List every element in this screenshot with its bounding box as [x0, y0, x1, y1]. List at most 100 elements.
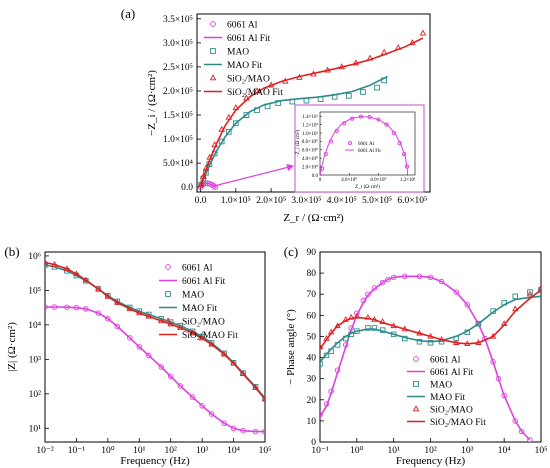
legend-label: MAO	[430, 381, 452, 391]
series-6061-al	[320, 273, 533, 442]
data-point	[232, 120, 239, 127]
series-line	[199, 37, 424, 188]
legend-label: MAO	[227, 48, 249, 58]
data-point	[537, 284, 541, 291]
y-tick-label: 10¹	[29, 424, 42, 434]
inset-legend-label: 6061 Al	[358, 142, 375, 147]
y-tick-label: 2.5×10⁵	[163, 63, 193, 73]
data-point	[360, 89, 366, 95]
legend: 6061 Al 6061 Al Fit MAO MAO Fit SiO₂/MAO SiO₂…	[407, 356, 486, 428]
legend-swatch	[165, 264, 171, 270]
panel-label: (b)	[4, 244, 19, 259]
y-tick-label: 10³	[29, 355, 42, 365]
inset-y-tick-label: 1.2×10¹	[302, 122, 318, 128]
legend-label: 6061 Al Fit	[430, 368, 474, 378]
x-tick-label: 10¹	[387, 446, 400, 456]
x-tick-label: 6.0×10⁵	[397, 196, 427, 206]
legend-label: SiO₂/MAO	[430, 406, 473, 416]
series-line	[320, 275, 531, 441]
x-tick-label: 10²	[165, 446, 178, 456]
inset-series	[319, 116, 409, 176]
series-line	[320, 295, 541, 363]
inset-legend-label: 6061 Al Fit	[358, 149, 381, 154]
x-tick-label: 10⁰	[101, 445, 115, 456]
x-tick-label: 2.0×10⁵	[256, 196, 286, 206]
x-axis-label: Z_r / (Ω·cm²)	[283, 212, 344, 224]
x-tick-label: 10¹	[133, 446, 146, 456]
series-6061-al-fit	[45, 306, 265, 433]
data-point	[212, 184, 219, 191]
legend-swatch	[210, 48, 216, 54]
chart-c: 10⁻¹ 10⁰ 10¹ 10² 10³ 10⁴ 10⁵ 0 10 20 30 40 50 60 70 80 9…	[284, 244, 548, 467]
x-tick-label: 0.0	[195, 196, 207, 206]
x-tick-label: 10³	[196, 446, 209, 456]
data-point	[527, 437, 533, 442]
series-line	[45, 306, 265, 433]
inset-chart: 0 4.0×10⁰ 8.0×10⁰ 1.2×10¹ 0.0 2.0×10⁰ 4.0×10⁰ 6…	[213, 104, 425, 193]
data-point	[167, 373, 174, 380]
data-point	[189, 394, 196, 400]
inset-y-tick-label: 1.4×10¹	[302, 114, 318, 120]
data-point	[208, 411, 215, 417]
data-point	[127, 335, 133, 341]
y-tick-label: 3.0×10⁵	[163, 39, 193, 49]
y-tick-label: 3.5×10⁵	[163, 15, 193, 25]
data-point	[475, 321, 482, 327]
series-line	[199, 75, 388, 188]
data-point	[416, 338, 423, 345]
legend-swatch	[165, 291, 171, 297]
inset-y-tick-label: 4.0×10⁰	[302, 156, 318, 162]
y-axis-label: − Phase angle (°)	[285, 309, 297, 385]
x-tick-label: 1.0×10⁵	[221, 196, 251, 206]
y-tick-label: 1.5×10⁵	[163, 111, 193, 121]
x-tick-label: 10³	[461, 446, 474, 456]
data-point	[526, 290, 534, 297]
data-point	[199, 403, 205, 409]
legend-label: 6061 Al Fit	[182, 277, 226, 287]
data-point	[262, 395, 265, 401]
data-point	[464, 302, 471, 308]
inset-y-tick-label: 6.0×10⁰	[302, 148, 318, 154]
legend: 6061 Al 6061 Al Fit MAO MAO Fit SiO₂/MAO SiO₂…	[159, 264, 238, 341]
y-tick-label: 20	[307, 396, 317, 406]
inset-legend-swatch	[348, 141, 352, 145]
y-tick-label: 10	[307, 417, 317, 427]
y-tick-label: 2.0×10⁵	[163, 87, 193, 97]
inset-data-point	[384, 122, 389, 127]
plot-area	[45, 258, 265, 435]
plot-area	[197, 29, 427, 191]
data-point	[453, 289, 459, 295]
x-tick-label: 10⁰	[350, 445, 364, 456]
chart-b: 10⁻² 10⁻¹ 10⁰ 10¹ 10² 10³ 10⁴ 10⁵ 10¹ 10² 10³ 10⁴ 10…	[4, 244, 271, 467]
panel-label: (c)	[284, 244, 298, 259]
legend-label: SiO₂/MAO Fit	[227, 88, 283, 98]
y-tick-label: 30	[307, 375, 317, 385]
y-tick-label: 40	[307, 354, 317, 364]
data-point	[114, 323, 121, 330]
x-tick-label: 10⁴	[227, 446, 241, 456]
data-point	[275, 100, 282, 106]
legend-label: MAO Fit	[182, 304, 217, 314]
inset-pointer-arrow	[213, 163, 295, 187]
data-point	[243, 112, 250, 118]
data-point	[379, 279, 386, 286]
data-point	[145, 352, 152, 359]
series-6061-al-fit	[320, 275, 531, 441]
data-point	[427, 340, 434, 346]
data-point	[158, 364, 165, 370]
y-tick-label: 10⁴	[28, 321, 42, 331]
x-tick-label: 10⁴	[498, 446, 512, 456]
inset-x-axis-label: Z_r (Ω·cm²)	[355, 184, 380, 190]
inset-y-tick-label: 2.0×10⁰	[302, 164, 318, 170]
legend-label: SiO₂/MAO Fit	[430, 418, 486, 428]
x-tick-label: 10⁵	[259, 446, 272, 456]
data-point	[105, 316, 111, 322]
data-point	[177, 383, 183, 389]
y-tick-label: 5.0×10⁴	[163, 159, 194, 169]
data-point	[527, 289, 533, 295]
inset-x-tick-label: 4.0×10⁰	[341, 177, 357, 183]
series-mao-fit	[320, 295, 541, 363]
series-line	[45, 261, 265, 400]
inset-x-tick-label: 8.0×10⁰	[370, 177, 386, 183]
data-point	[221, 420, 227, 426]
